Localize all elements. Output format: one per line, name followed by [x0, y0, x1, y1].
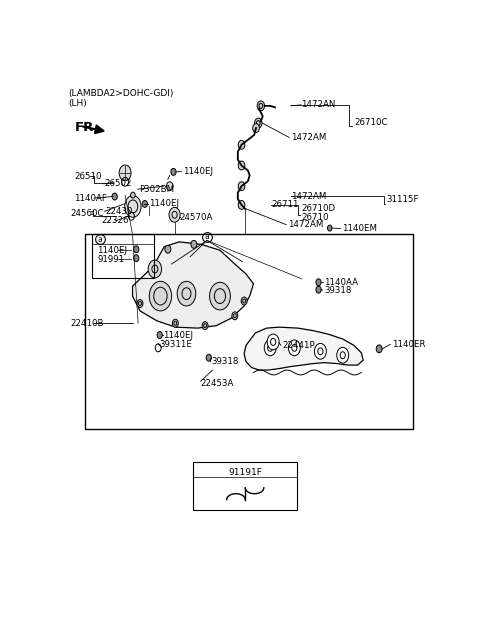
Text: 1140EJ: 1140EJ — [183, 167, 213, 176]
Text: FR.: FR. — [75, 121, 100, 134]
Text: 1472AN: 1472AN — [301, 100, 336, 109]
Circle shape — [206, 355, 211, 361]
Circle shape — [149, 282, 172, 311]
Circle shape — [257, 101, 264, 111]
Text: (LH): (LH) — [68, 99, 87, 108]
Circle shape — [172, 319, 178, 327]
Circle shape — [177, 282, 196, 306]
Circle shape — [191, 241, 197, 248]
Text: 39318: 39318 — [212, 357, 239, 366]
Text: 26711: 26711 — [271, 200, 299, 209]
Circle shape — [148, 260, 162, 278]
Text: 91191F: 91191F — [228, 468, 262, 477]
Circle shape — [238, 140, 245, 149]
Text: 26710D: 26710D — [301, 204, 335, 213]
Circle shape — [171, 168, 176, 175]
Circle shape — [137, 300, 143, 307]
Text: a: a — [204, 232, 209, 241]
Text: 22410B: 22410B — [71, 319, 104, 328]
Circle shape — [252, 124, 259, 132]
Polygon shape — [132, 242, 253, 328]
Circle shape — [133, 255, 139, 262]
Circle shape — [202, 322, 208, 330]
Text: 39311E: 39311E — [160, 340, 192, 349]
Circle shape — [267, 334, 279, 350]
Circle shape — [264, 340, 276, 356]
Text: 26510: 26510 — [74, 172, 102, 181]
Text: 1140AA: 1140AA — [324, 278, 358, 287]
Text: 1472AM: 1472AM — [288, 220, 323, 229]
Circle shape — [316, 286, 321, 293]
Text: 22430: 22430 — [106, 207, 133, 216]
Text: a: a — [98, 235, 103, 244]
Circle shape — [327, 225, 332, 231]
Circle shape — [131, 192, 135, 198]
Polygon shape — [244, 327, 363, 370]
Bar — [92, 234, 154, 278]
Text: P302BM: P302BM — [139, 185, 174, 194]
Text: 91991: 91991 — [97, 255, 124, 264]
Text: 26502: 26502 — [104, 179, 132, 188]
Text: 26710: 26710 — [301, 212, 328, 221]
Circle shape — [157, 332, 162, 339]
Text: 22326: 22326 — [102, 216, 129, 225]
Text: 1140ER: 1140ER — [392, 340, 425, 349]
Text: 1472AM: 1472AM — [290, 133, 326, 142]
Text: 22453A: 22453A — [201, 379, 234, 388]
Circle shape — [112, 193, 117, 200]
Circle shape — [241, 297, 247, 305]
Bar — [85, 234, 413, 429]
Circle shape — [337, 348, 348, 363]
Circle shape — [232, 312, 238, 320]
Circle shape — [376, 345, 382, 353]
Text: 31115F: 31115F — [386, 195, 419, 204]
Circle shape — [119, 165, 131, 180]
Text: 1472AM: 1472AM — [291, 191, 327, 200]
Circle shape — [238, 161, 245, 170]
Circle shape — [142, 200, 147, 207]
Circle shape — [167, 182, 173, 191]
Circle shape — [125, 196, 141, 217]
Circle shape — [316, 279, 321, 285]
Text: 22441P: 22441P — [282, 341, 315, 350]
Circle shape — [169, 207, 180, 222]
Text: 1140AF: 1140AF — [74, 193, 107, 202]
Text: 1140EJ: 1140EJ — [149, 200, 180, 209]
Bar — [193, 462, 297, 511]
Circle shape — [165, 245, 171, 253]
Circle shape — [254, 118, 262, 128]
Text: 39318: 39318 — [324, 285, 351, 294]
Text: 24560C: 24560C — [71, 209, 104, 218]
Text: 1140EJ: 1140EJ — [97, 246, 127, 255]
Circle shape — [314, 344, 326, 359]
Circle shape — [133, 246, 139, 253]
Circle shape — [238, 182, 245, 191]
Text: 1140EJ: 1140EJ — [163, 330, 193, 340]
Text: 24570A: 24570A — [180, 212, 213, 221]
Text: (LAMBDA2>DOHC-GDI): (LAMBDA2>DOHC-GDI) — [68, 89, 174, 98]
Circle shape — [238, 200, 245, 209]
Circle shape — [288, 340, 300, 356]
Text: 1140EM: 1140EM — [342, 224, 377, 233]
Circle shape — [210, 282, 230, 310]
Text: 26710C: 26710C — [354, 118, 387, 127]
